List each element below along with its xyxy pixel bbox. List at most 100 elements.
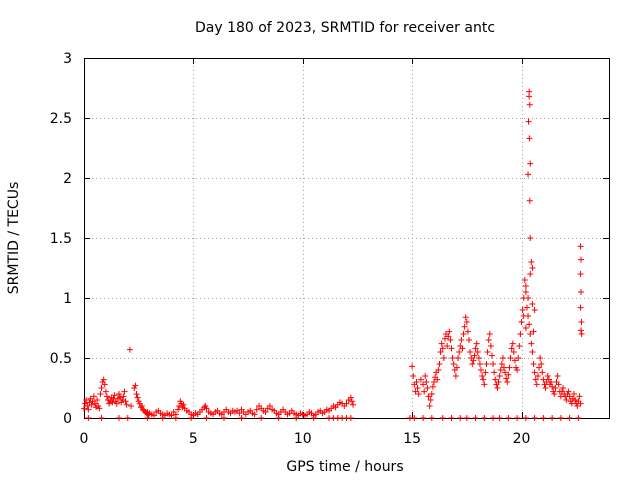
data-point <box>426 403 433 409</box>
data-point <box>83 397 90 403</box>
data-point <box>526 101 533 108</box>
data-point <box>492 376 499 383</box>
x-tick-label: 20 <box>513 431 531 447</box>
data-point <box>85 415 92 421</box>
data-point <box>485 337 492 343</box>
data-point <box>496 373 503 379</box>
data-point <box>529 301 536 307</box>
data-point <box>549 415 556 421</box>
data-point <box>540 415 547 421</box>
data-point <box>180 401 187 408</box>
data-point <box>441 335 448 342</box>
data-point <box>508 345 515 352</box>
data-point <box>343 400 350 407</box>
data-points <box>81 88 585 421</box>
data-point <box>439 345 446 352</box>
data-point <box>458 337 465 343</box>
data-point <box>438 340 445 347</box>
data-point <box>517 331 524 337</box>
data-point <box>449 355 456 361</box>
data-point <box>98 385 105 391</box>
data-point <box>462 314 469 321</box>
data-point <box>486 331 493 337</box>
data-point <box>464 328 471 335</box>
data-point <box>84 403 91 409</box>
data-point <box>440 355 447 361</box>
data-point <box>488 352 495 359</box>
data-point <box>119 397 126 403</box>
data-point <box>566 415 573 421</box>
data-point <box>97 391 104 397</box>
data-point <box>90 393 97 400</box>
data-point <box>534 373 541 379</box>
data-point <box>121 388 128 395</box>
data-point <box>506 364 513 371</box>
data-point <box>91 400 98 407</box>
data-point <box>578 331 585 337</box>
data-point <box>522 415 529 421</box>
data-point <box>471 352 478 359</box>
data-point <box>504 379 511 385</box>
data-point <box>549 383 556 390</box>
data-point <box>236 410 243 417</box>
data-point <box>450 361 457 367</box>
data-point <box>480 376 487 383</box>
data-point <box>520 313 527 319</box>
data-point <box>539 369 546 376</box>
data-point <box>168 412 175 419</box>
data-point <box>96 405 103 412</box>
data-point <box>530 361 537 367</box>
data-point <box>514 415 521 421</box>
data-point <box>577 243 584 250</box>
data-point <box>421 388 428 395</box>
data-point <box>457 415 464 421</box>
x-tick-labels: 0 5 10 15 20 <box>80 431 531 447</box>
data-point <box>498 361 505 367</box>
data-point <box>101 381 108 388</box>
data-point <box>128 403 135 409</box>
x-axis-label: GPS time / hours <box>286 459 403 475</box>
data-point <box>538 361 545 367</box>
data-point <box>578 319 585 325</box>
x-tick-label: 15 <box>403 431 421 447</box>
data-point <box>481 381 488 388</box>
data-point <box>523 304 530 311</box>
data-point <box>495 379 502 385</box>
data-point <box>425 393 432 400</box>
data-point <box>411 415 418 421</box>
data-point <box>103 393 110 400</box>
data-point <box>100 376 107 383</box>
data-point <box>578 256 584 263</box>
data-point <box>578 289 584 295</box>
data-point <box>481 415 488 421</box>
data-point <box>470 357 477 364</box>
data-point <box>521 277 528 283</box>
data-point <box>258 415 265 421</box>
data-point <box>253 406 260 413</box>
data-point <box>81 405 87 412</box>
data-point <box>507 355 514 361</box>
data-point <box>525 118 532 125</box>
data-point <box>563 397 570 403</box>
data-point <box>85 406 92 413</box>
data-point <box>522 325 529 331</box>
data-point <box>437 349 444 355</box>
data-point <box>555 381 562 388</box>
data-point <box>475 355 482 361</box>
data-point <box>479 373 486 379</box>
data-point <box>428 391 435 397</box>
data-point <box>537 355 544 361</box>
data-point <box>515 355 522 361</box>
data-point <box>510 349 517 355</box>
y-tick-labels: 0 0.5 1 1.5 2 2.5 3 <box>50 51 72 427</box>
data-point <box>531 369 538 376</box>
data-point <box>347 415 354 421</box>
data-point <box>94 397 101 403</box>
data-point <box>566 393 573 400</box>
data-point <box>552 385 559 391</box>
data-point <box>529 265 536 271</box>
x-tick-label: 0 <box>80 431 89 447</box>
data-point <box>445 333 452 340</box>
data-point <box>478 367 485 373</box>
